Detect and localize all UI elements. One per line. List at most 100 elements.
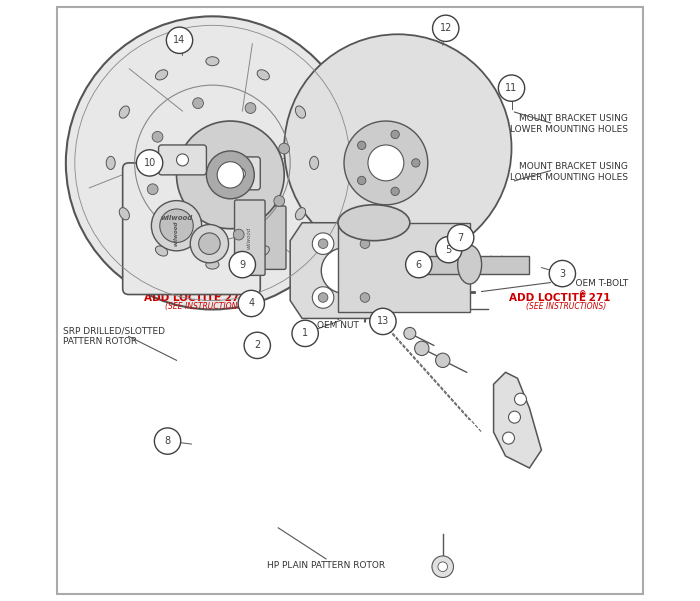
Text: 10: 10 — [144, 158, 155, 168]
Circle shape — [318, 293, 328, 302]
Polygon shape — [290, 223, 392, 319]
Circle shape — [405, 251, 432, 278]
Circle shape — [412, 159, 420, 167]
Text: ADD LOCTITE: ADD LOCTITE — [508, 293, 585, 302]
Circle shape — [321, 248, 367, 293]
Circle shape — [292, 320, 318, 347]
Circle shape — [217, 162, 244, 188]
Ellipse shape — [295, 106, 306, 118]
Circle shape — [391, 130, 399, 139]
FancyBboxPatch shape — [258, 206, 286, 269]
Text: HP PLAIN PATTERN ROTOR: HP PLAIN PATTERN ROTOR — [267, 561, 385, 570]
Circle shape — [206, 151, 254, 199]
Circle shape — [167, 27, 193, 53]
Text: wilwood: wilwood — [247, 227, 252, 249]
Text: ®: ® — [579, 291, 587, 300]
Circle shape — [358, 141, 366, 150]
FancyBboxPatch shape — [159, 145, 206, 175]
Ellipse shape — [206, 260, 219, 269]
Circle shape — [190, 225, 229, 263]
Text: 3: 3 — [559, 269, 566, 279]
Text: 13: 13 — [377, 317, 389, 326]
Text: MOUNT BRACKET USING
LOWER MOUNTING HOLES: MOUNT BRACKET USING LOWER MOUNTING HOLES — [510, 162, 628, 182]
Circle shape — [244, 332, 270, 359]
FancyBboxPatch shape — [122, 163, 260, 294]
Text: 6: 6 — [416, 260, 422, 270]
Circle shape — [435, 236, 462, 263]
Circle shape — [233, 229, 244, 240]
Text: 11: 11 — [505, 83, 517, 93]
Text: 14: 14 — [174, 35, 186, 45]
Text: 7: 7 — [458, 233, 464, 243]
Circle shape — [279, 143, 290, 154]
Circle shape — [160, 209, 193, 242]
Text: ADD LOCTITE: ADD LOCTITE — [144, 293, 220, 302]
Text: 271: 271 — [585, 293, 610, 302]
Ellipse shape — [257, 70, 270, 80]
Circle shape — [176, 121, 284, 229]
FancyBboxPatch shape — [218, 157, 260, 190]
Circle shape — [318, 239, 328, 248]
Polygon shape — [494, 372, 541, 468]
Text: wilwood: wilwood — [174, 221, 179, 246]
Text: SRP DRILLED/SLOTTED
PATTERN ROTOR: SRP DRILLED/SLOTTED PATTERN ROTOR — [63, 326, 165, 346]
Circle shape — [66, 16, 359, 310]
Text: OEM NUT: OEM NUT — [317, 322, 359, 331]
Text: ®: ® — [216, 291, 223, 300]
Text: 1: 1 — [302, 328, 308, 338]
Circle shape — [550, 260, 575, 287]
Circle shape — [229, 251, 256, 278]
Bar — [410, 255, 529, 273]
Circle shape — [181, 224, 192, 235]
Circle shape — [238, 290, 265, 317]
Circle shape — [199, 233, 220, 254]
Ellipse shape — [119, 207, 130, 220]
Circle shape — [176, 154, 188, 166]
FancyBboxPatch shape — [234, 200, 265, 275]
Circle shape — [391, 187, 399, 195]
Circle shape — [433, 15, 459, 41]
Text: 9: 9 — [239, 260, 246, 270]
Ellipse shape — [155, 70, 168, 80]
Circle shape — [358, 176, 366, 185]
Circle shape — [360, 293, 370, 302]
Ellipse shape — [309, 156, 318, 169]
Ellipse shape — [155, 246, 168, 256]
Text: 5: 5 — [446, 245, 452, 255]
Ellipse shape — [257, 246, 270, 256]
Circle shape — [508, 411, 521, 423]
Circle shape — [245, 103, 256, 114]
Text: (SEE INSTRUCTIONS): (SEE INSTRUCTIONS) — [164, 302, 245, 311]
Circle shape — [274, 195, 285, 206]
Ellipse shape — [295, 207, 306, 220]
Circle shape — [152, 132, 163, 142]
Ellipse shape — [106, 156, 116, 169]
Circle shape — [360, 239, 370, 248]
Circle shape — [503, 432, 514, 444]
Circle shape — [344, 121, 428, 205]
Circle shape — [435, 353, 450, 367]
Circle shape — [438, 562, 447, 572]
Circle shape — [155, 428, 181, 454]
Circle shape — [193, 98, 204, 109]
Circle shape — [354, 287, 376, 308]
Circle shape — [354, 233, 376, 254]
Circle shape — [312, 287, 334, 308]
Text: (SEE INSTRUCTIONS): (SEE INSTRUCTIONS) — [526, 302, 607, 311]
Text: 4: 4 — [248, 299, 254, 308]
Circle shape — [447, 225, 474, 251]
Text: 8: 8 — [164, 436, 171, 446]
Text: wilwood: wilwood — [160, 215, 193, 221]
Ellipse shape — [206, 56, 219, 66]
Circle shape — [233, 168, 245, 180]
Text: 12: 12 — [440, 23, 452, 33]
Circle shape — [312, 233, 334, 254]
Circle shape — [514, 393, 526, 405]
Circle shape — [414, 341, 429, 356]
Circle shape — [370, 308, 396, 335]
Bar — [338, 223, 470, 313]
Circle shape — [368, 145, 404, 181]
Circle shape — [432, 556, 454, 578]
Text: 3/8" OEM T-BOLT: 3/8" OEM T-BOLT — [554, 278, 628, 287]
Circle shape — [404, 328, 416, 340]
